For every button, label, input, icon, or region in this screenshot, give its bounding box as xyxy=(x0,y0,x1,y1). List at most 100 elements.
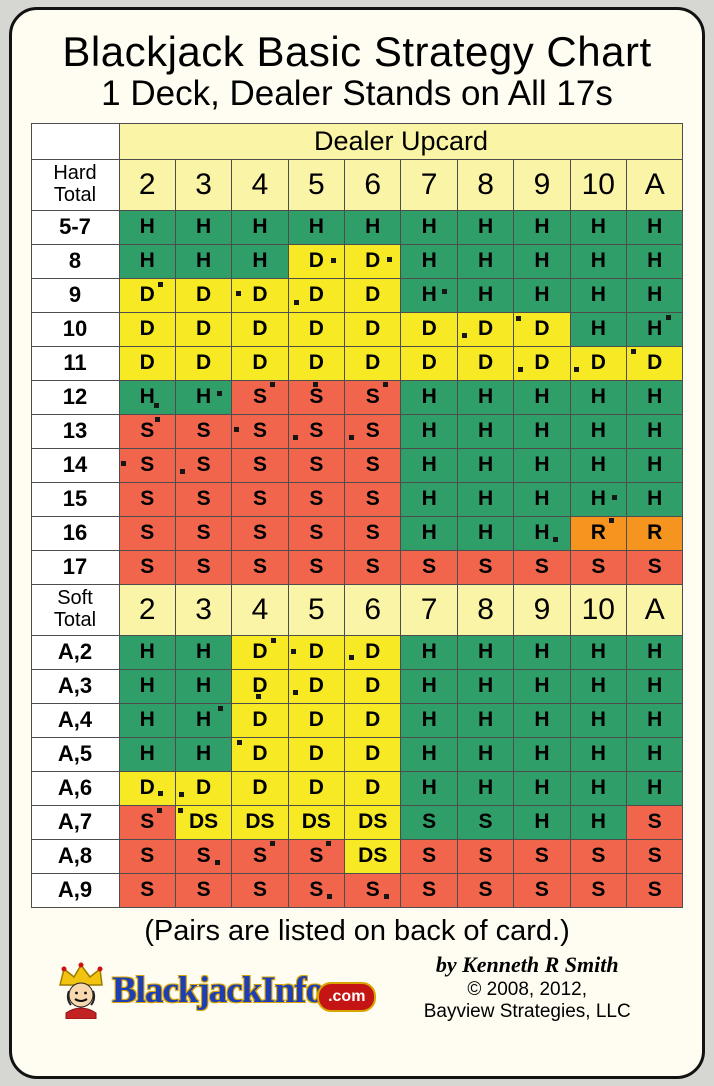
row-label: A,9 xyxy=(30,872,120,908)
strategy-cell: DS xyxy=(231,804,289,840)
strategy-cell: S xyxy=(569,838,628,874)
strategy-cell: H xyxy=(513,770,571,806)
strategy-cell: H xyxy=(513,736,571,772)
copyright-line-2: Bayview Strategies, LLC xyxy=(423,1000,631,1022)
soft-row-a-6: A,6 D D D D D H H H H H xyxy=(30,770,684,806)
column-header-8: 8 xyxy=(456,583,515,636)
strategy-cell: S xyxy=(231,515,289,551)
strategy-cell: H xyxy=(626,209,684,245)
strategy-cell: D xyxy=(513,345,571,381)
strategy-cell: S xyxy=(231,413,289,449)
strategy-cell: S xyxy=(118,413,176,449)
strategy-cell: H xyxy=(513,413,571,449)
column-header-10: 10 xyxy=(569,158,628,211)
strategy-cell: H xyxy=(513,481,571,517)
strategy-cell: H xyxy=(400,277,458,313)
strategy-cell: S xyxy=(118,549,176,585)
column-header-6: 6 xyxy=(344,158,402,211)
row-label: A,2 xyxy=(30,634,120,670)
strategy-cell: H xyxy=(569,311,628,347)
strategy-cell: S xyxy=(626,838,684,874)
strategy-cell: S xyxy=(400,872,458,908)
hard-row-10: 10 D D D D D D D D H H xyxy=(30,311,684,347)
strategy-cell: D xyxy=(174,345,233,381)
row-label: 5-7 xyxy=(30,209,120,245)
strategy-cell: H xyxy=(456,702,515,738)
strategy-cell: H xyxy=(626,702,684,738)
speck-dot xyxy=(158,790,164,796)
strategy-cell: H xyxy=(400,413,458,449)
strategy-cell: S xyxy=(400,804,458,840)
strategy-cell: D xyxy=(231,770,289,806)
speck-dot xyxy=(294,299,300,305)
strategy-table: Dealer Upcard Hard Total 2 3 4 5 6 7 8 9 10 A 5-7 H H H H… xyxy=(30,122,684,908)
column-header-6: 6 xyxy=(344,583,402,636)
strategy-cell: D xyxy=(231,634,289,670)
strategy-cell: S xyxy=(344,379,402,415)
speck-dot xyxy=(327,894,333,900)
column-header-9: 9 xyxy=(513,583,571,636)
strategy-cell: H xyxy=(231,243,289,279)
strategy-cell: H xyxy=(400,481,458,517)
speck-dot xyxy=(330,258,336,264)
strategy-cell: D xyxy=(287,702,346,738)
speck-dot xyxy=(313,381,319,387)
strategy-cell: D xyxy=(231,311,289,347)
soft-total-label: Soft Total xyxy=(30,583,120,636)
soft-row-a-2: A,2 H H D D D H H H H H xyxy=(30,634,684,670)
strategy-cell: H xyxy=(569,481,628,517)
strategy-cell: S xyxy=(174,481,233,517)
strategy-cell: D xyxy=(287,736,346,772)
column-header-8: 8 xyxy=(456,158,515,211)
strategy-cell: H xyxy=(118,634,176,670)
strategy-cell: S xyxy=(456,549,515,585)
hard-row-15: 15 S S S S S H H H H H xyxy=(30,481,684,517)
strategy-cell: H xyxy=(626,277,684,313)
strategy-cell: S xyxy=(344,549,402,585)
strategy-cell: H xyxy=(569,379,628,415)
strategy-cell: D xyxy=(344,311,402,347)
credits-block: by Kenneth R Smith © 2008, 2012, Bayview… xyxy=(376,952,678,1029)
strategy-cell: DS xyxy=(287,804,346,840)
row-label: 15 xyxy=(30,481,120,517)
strategy-cell: H xyxy=(569,243,628,279)
strategy-cell: S xyxy=(231,481,289,517)
speck-dot xyxy=(665,315,671,321)
speck-dot xyxy=(611,494,617,500)
strategy-cell: H xyxy=(626,481,684,517)
dealer-upcard-header: Dealer Upcard xyxy=(118,122,684,160)
strategy-cell: H xyxy=(569,736,628,772)
strategy-cell: S xyxy=(287,379,346,415)
column-header-7: 7 xyxy=(400,583,458,636)
strategy-cell: H xyxy=(231,209,289,245)
strategy-cell: S xyxy=(231,447,289,483)
speck-dot xyxy=(158,282,164,288)
strategy-cell: H xyxy=(626,447,684,483)
strategy-cell: H xyxy=(626,668,684,704)
strategy-card: Blackjack Basic Strategy Chart 1 Deck, D… xyxy=(9,7,705,1079)
speck-dot xyxy=(216,390,222,396)
column-header-10: 10 xyxy=(569,583,628,636)
strategy-cell: DS xyxy=(344,838,402,874)
hard-row-14: 14 S S S S S H H H H H xyxy=(30,447,684,483)
hard-row-16: 16 S S S S S H H H R R xyxy=(30,515,684,551)
strategy-cell: D xyxy=(174,277,233,313)
strategy-cell: S xyxy=(456,872,515,908)
speck-dot xyxy=(269,382,275,388)
footer-bar: BlackjackInfo .com by Kenneth R Smith © … xyxy=(12,952,702,1029)
strategy-cell: D xyxy=(174,311,233,347)
row-label: 17 xyxy=(30,549,120,585)
strategy-cell: H xyxy=(569,770,628,806)
logo-com-badge: .com xyxy=(317,982,377,1013)
hard-row-11: 11 D D D D D D D D D D xyxy=(30,345,684,381)
speck-dot xyxy=(235,291,241,297)
strategy-cell: S xyxy=(231,838,289,874)
speck-dot xyxy=(271,637,277,643)
row-label: 12 xyxy=(30,379,120,415)
strategy-cell: S xyxy=(344,515,402,551)
byline: by Kenneth R Smith xyxy=(435,951,619,977)
strategy-cell: S xyxy=(344,447,402,483)
